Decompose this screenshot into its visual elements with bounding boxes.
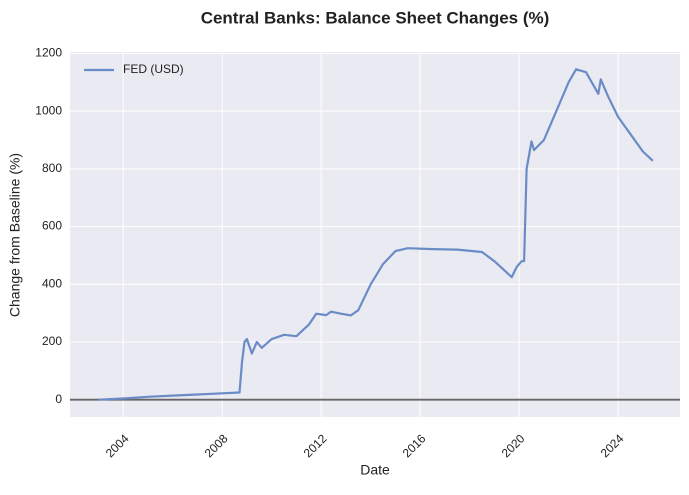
legend-label: FED (USD) xyxy=(123,62,184,76)
x-tick-label: 2004 xyxy=(103,431,132,460)
y-tick-label: 1000 xyxy=(35,103,62,117)
data-line xyxy=(98,68,654,401)
x-tick-label: 2016 xyxy=(400,431,429,460)
x-axis-label: Date xyxy=(360,462,390,478)
x-tick-label: 2024 xyxy=(598,431,627,460)
x-tick-label: 2012 xyxy=(301,431,330,460)
y-tick-label: 200 xyxy=(42,334,62,348)
y-tick-label: 600 xyxy=(42,219,62,233)
x-tick-label: 2020 xyxy=(499,431,528,460)
x-tick-label: 2008 xyxy=(202,431,231,460)
y-tick-label: 800 xyxy=(42,161,62,175)
chart-title: Central Banks: Balance Sheet Changes (%) xyxy=(201,8,550,27)
y-tick-label: 0 xyxy=(55,392,62,406)
y-tick-label: 400 xyxy=(42,276,62,290)
y-tick-label: 1200 xyxy=(35,46,62,60)
plot-area xyxy=(70,52,680,417)
y-axis-label: Change from Baseline (%) xyxy=(7,153,23,317)
